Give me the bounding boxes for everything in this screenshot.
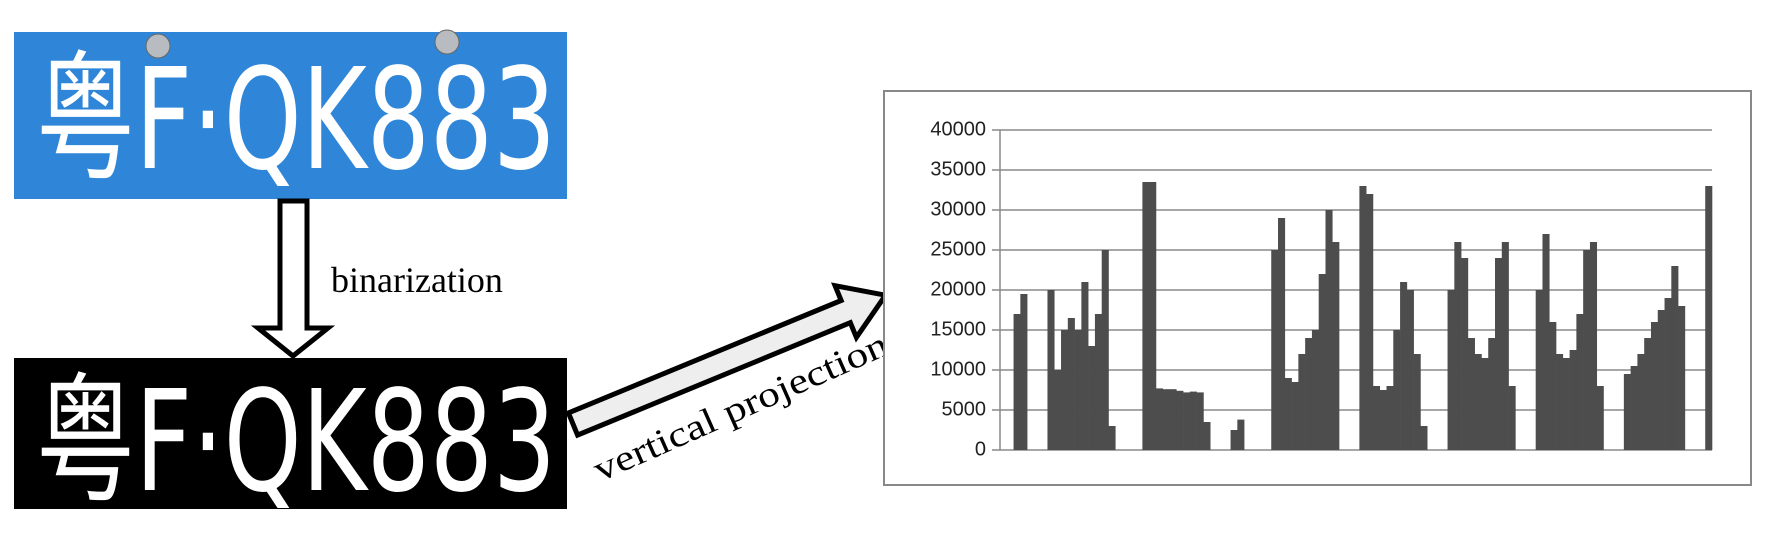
bolt — [145, 33, 171, 59]
bar — [1305, 338, 1313, 450]
bar — [1230, 430, 1238, 450]
plate-color — [14, 32, 567, 199]
bar — [1562, 358, 1570, 450]
bar — [1278, 218, 1286, 450]
y-tick-label: 35000 — [930, 158, 986, 180]
bar — [1501, 242, 1509, 450]
bar — [1067, 318, 1075, 450]
bar — [1237, 419, 1245, 450]
bar — [1155, 388, 1164, 450]
bar — [1583, 250, 1591, 450]
bar — [1623, 374, 1631, 450]
bar — [1311, 330, 1320, 450]
bar — [1461, 258, 1469, 450]
bar — [1176, 390, 1184, 450]
bar — [1372, 386, 1381, 450]
y-tick-label: 10000 — [930, 358, 986, 380]
y-tick-label: 15000 — [930, 318, 986, 340]
bar — [1671, 266, 1679, 450]
bar — [1474, 354, 1482, 450]
bar — [1454, 242, 1462, 450]
bar — [1291, 382, 1299, 450]
bar — [1413, 354, 1421, 450]
bar — [1481, 358, 1489, 450]
bar — [1020, 294, 1028, 450]
y-tick-label: 20000 — [930, 278, 986, 300]
bar — [1596, 386, 1604, 450]
bar — [1549, 322, 1557, 450]
bar — [1657, 310, 1665, 450]
bolt — [434, 29, 460, 55]
bar — [1203, 422, 1211, 450]
binary-plate — [14, 358, 567, 509]
bar — [1332, 242, 1340, 450]
arrow-shape — [565, 282, 890, 439]
bar — [1637, 354, 1645, 450]
bar — [1406, 290, 1414, 450]
bar — [1047, 290, 1055, 450]
bar — [1271, 250, 1279, 450]
plate-text: 粤F·QK883 — [36, 361, 556, 524]
bar — [1393, 330, 1401, 450]
bar — [1094, 314, 1103, 450]
bar — [1488, 338, 1496, 450]
bar — [1467, 338, 1475, 450]
bar — [1183, 392, 1191, 450]
bar — [1054, 370, 1062, 450]
bar — [1535, 290, 1543, 450]
bar — [1196, 392, 1204, 450]
bar — [1542, 234, 1550, 450]
bar — [1081, 282, 1089, 450]
bar — [1366, 194, 1374, 450]
bar — [1650, 322, 1659, 450]
bar — [1074, 330, 1082, 450]
bar — [1101, 250, 1109, 450]
bar — [1325, 210, 1333, 450]
y-tick-label: 5000 — [942, 398, 987, 420]
bar — [1061, 330, 1069, 450]
bar — [1013, 314, 1021, 450]
bar — [1644, 338, 1652, 450]
bar — [1589, 242, 1598, 450]
bar — [1379, 390, 1387, 450]
bar — [1678, 306, 1686, 450]
bar — [1386, 386, 1394, 450]
plot: 0 5000 10000 15000 20000 25000 30000 35000 40000 — [930, 118, 1713, 460]
bar — [1162, 389, 1170, 450]
bar — [1705, 186, 1713, 450]
step-label: binarization — [331, 260, 503, 300]
y-tick-label: 40000 — [930, 118, 986, 140]
bar — [1556, 354, 1564, 450]
bar — [1169, 389, 1177, 450]
bar — [1359, 186, 1367, 450]
bar — [1400, 282, 1408, 450]
bar — [1569, 350, 1577, 450]
bar — [1630, 366, 1638, 450]
bar — [1318, 274, 1326, 450]
bar — [1149, 182, 1157, 450]
bar — [1142, 182, 1150, 450]
bar — [1284, 378, 1292, 450]
y-tick-label: 25000 — [930, 238, 986, 260]
bar — [1576, 314, 1584, 450]
bar — [1298, 354, 1306, 450]
bar — [1664, 298, 1672, 450]
bar — [1495, 258, 1503, 450]
bar — [1420, 426, 1428, 450]
y-tick-label: 0 — [975, 438, 986, 460]
bar — [1108, 426, 1116, 450]
bar — [1508, 386, 1516, 450]
bar — [1189, 391, 1197, 450]
diagonal-arrow — [565, 282, 890, 439]
bar — [1447, 290, 1455, 450]
plate-text: 粤F·QK883 — [36, 39, 556, 202]
bar — [1088, 346, 1096, 450]
y-tick-label: 30000 — [930, 198, 986, 220]
down-arrow — [250, 198, 336, 360]
